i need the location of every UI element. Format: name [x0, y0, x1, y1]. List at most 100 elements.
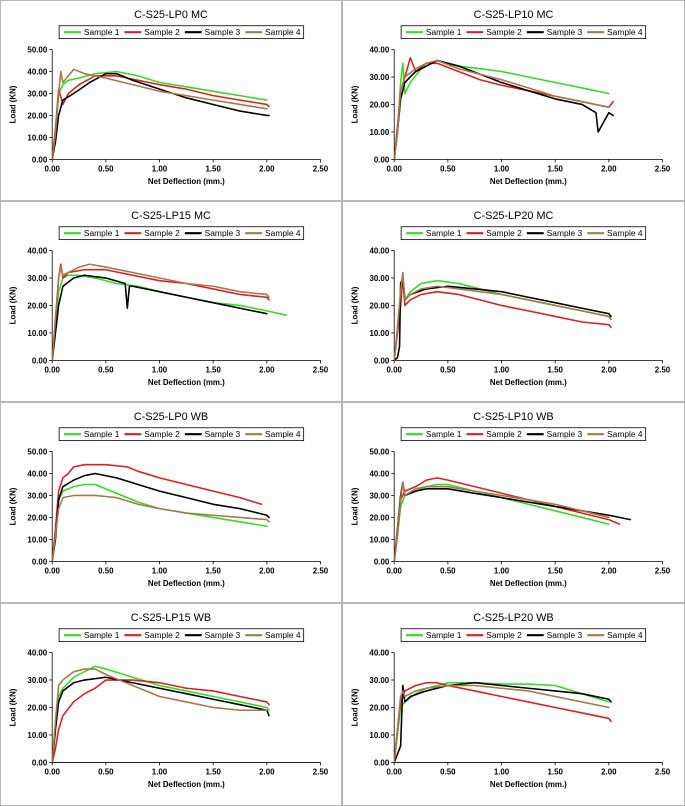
legend-label: Sample 4 [265, 630, 301, 640]
y-tick-label: 40.00 [27, 246, 47, 255]
x-tick-label: 2.50 [655, 767, 671, 776]
y-tick-label: 10.00 [369, 731, 389, 740]
y-axis-label: Load (KN) [9, 286, 18, 324]
series-line-sample-4 [52, 68, 268, 160]
legend-label: Sample 1 [84, 429, 120, 439]
x-tick-label: 0.00 [387, 566, 403, 575]
chart-panel: C-S25-LP10 WB Sample 1 Sample 2 Sample 3 Sam… [342, 402, 685, 603]
series-line-sample-1 [394, 483, 610, 562]
legend: Sample 1 Sample 2 Sample 3 Sample 4 [400, 628, 647, 643]
y-tick-label: 0.00 [374, 758, 390, 767]
y-tick-label: 40.00 [27, 67, 47, 76]
legend-label: Sample 1 [426, 228, 462, 238]
x-axis-label: Net Deflection (mm.) [490, 177, 567, 186]
x-tick-label: 2.00 [259, 164, 275, 173]
x-tick-label: 2.00 [259, 767, 275, 776]
y-tick-label: 40.00 [27, 469, 47, 478]
x-tick-label: 1.00 [152, 164, 168, 173]
y-tick-label: 40.00 [369, 246, 389, 255]
x-tick-label: 0.50 [98, 164, 114, 173]
plot-area [52, 463, 270, 562]
series-line-sample-4 [394, 271, 612, 361]
series-line-sample-2 [394, 681, 612, 763]
chart-panel: C-S25-LP15 MC Sample 1 Sample 2 Sample 3 Sam… [0, 201, 342, 402]
y-tick-label: 30.00 [27, 89, 47, 98]
x-tick-label: 2.50 [313, 365, 329, 374]
y-tick-label: 50.00 [27, 447, 47, 456]
legend-label: Sample 2 [486, 228, 522, 238]
x-tick-label: 0.50 [98, 767, 114, 776]
legend-label: Sample 1 [426, 27, 462, 37]
series-line-sample-3 [52, 472, 270, 562]
y-tick-label: 0.00 [374, 155, 390, 164]
y-axis-label: Load (KN) [9, 688, 18, 726]
y-tick-label: 30.00 [27, 676, 47, 685]
series-line-sample-2 [394, 56, 614, 160]
series-line-sample-2 [52, 463, 263, 562]
legend-label: Sample 3 [547, 429, 583, 439]
x-tick-label: 1.50 [205, 164, 221, 173]
y-tick-label: 20.00 [369, 703, 389, 712]
y-tick-label: 0.00 [32, 356, 48, 365]
legend-label: Sample 2 [144, 630, 180, 640]
series-line-sample-2 [394, 277, 612, 361]
series-line-sample-3 [52, 274, 268, 361]
plot-area [394, 477, 632, 562]
legend-label: Sample 3 [205, 630, 241, 640]
y-tick-label: 10.00 [27, 535, 47, 544]
y-tick-label: 20.00 [369, 513, 389, 522]
series-line-sample-3 [394, 681, 612, 763]
legend-label: Sample 4 [607, 630, 643, 640]
series-line-sample-2 [394, 477, 621, 562]
chart-title: C-S25-LP20 WB [473, 612, 553, 624]
legend-box [400, 226, 647, 241]
y-tick-label: 10.00 [369, 128, 389, 137]
y-tick-label: 40.00 [27, 648, 47, 657]
series-line-sample-4 [394, 59, 610, 160]
x-tick-label: 0.50 [440, 365, 456, 374]
y-tick-label: 0.00 [374, 557, 390, 566]
series-line-sample-4 [52, 494, 270, 562]
x-axis-label: Net Deflection (mm.) [148, 579, 225, 588]
series-line-sample-3 [52, 72, 270, 160]
legend-label: Sample 4 [607, 27, 643, 37]
plot-area [52, 665, 270, 763]
y-axis-label: Load (KN) [351, 286, 360, 324]
y-tick-label: 10.00 [27, 731, 47, 740]
x-tick-label: 2.50 [655, 566, 671, 575]
x-tick-label: 0.00 [387, 365, 403, 374]
legend-label: Sample 2 [486, 27, 522, 37]
y-tick-label: 30.00 [27, 491, 47, 500]
series-line-sample-2 [52, 75, 270, 160]
legend-label: Sample 2 [144, 27, 180, 37]
legend-label: Sample 3 [547, 630, 583, 640]
x-axis-label: Net Deflection (mm.) [148, 780, 225, 789]
x-tick-label: 2.00 [601, 566, 617, 575]
legend: Sample 1 Sample 2 Sample 3 Sample 4 [58, 226, 305, 241]
y-tick-label: 10.00 [369, 329, 389, 338]
x-tick-label: 1.00 [494, 767, 510, 776]
legend-label: Sample 2 [144, 228, 180, 238]
chart-panel: C-S25-LP20 WB Sample 1 Sample 2 Sample 3 Sam… [342, 603, 685, 806]
legend-label: Sample 4 [265, 429, 301, 439]
chart-panel: C-S25-LP10 MC Sample 1 Sample 2 Sample 3 Sam… [342, 0, 685, 201]
legend: Sample 1 Sample 2 Sample 3 Sample 4 [58, 628, 305, 643]
x-tick-label: 0.50 [440, 566, 456, 575]
x-tick-label: 1.00 [152, 566, 168, 575]
x-tick-label: 0.50 [440, 164, 456, 173]
plot-area [394, 56, 614, 160]
series-line-sample-1 [52, 665, 270, 763]
legend: Sample 1 Sample 2 Sample 3 Sample 4 [400, 25, 647, 40]
y-axis-label: Load (KN) [351, 487, 360, 525]
legend-label: Sample 1 [84, 630, 120, 640]
x-axis-label: Net Deflection (mm.) [490, 780, 567, 789]
y-tick-label: 10.00 [369, 535, 389, 544]
x-tick-label: 0.00 [44, 767, 60, 776]
